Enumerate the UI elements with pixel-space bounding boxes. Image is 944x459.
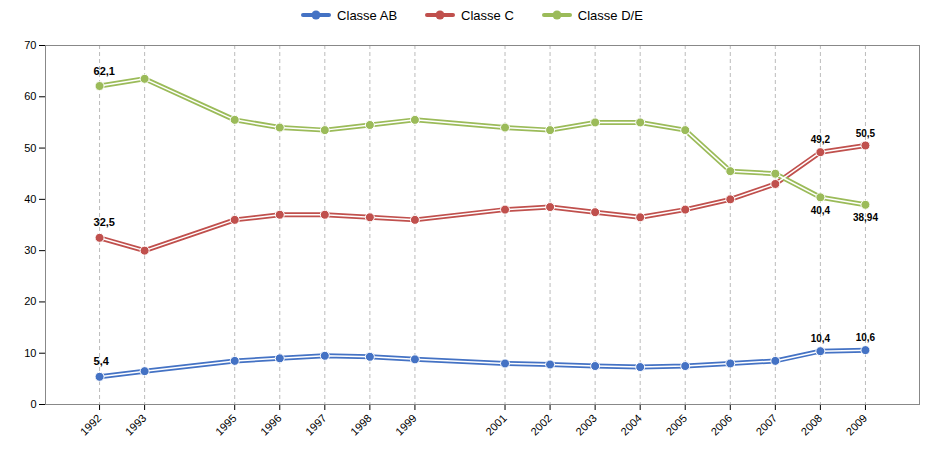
html-text:Classe AB: Classe AB: [337, 7, 398, 23]
svg-text:2006: 2006: [708, 412, 734, 438]
svg-text:62,1: 62,1: [94, 65, 115, 77]
svg-text:2009: 2009: [844, 412, 870, 438]
html-text:Classe C: Classe C: [461, 7, 514, 23]
svg-text:1997: 1997: [303, 412, 329, 438]
svg-text:2004: 2004: [618, 412, 644, 438]
svg-text:2008: 2008: [798, 412, 824, 438]
html-text:Classe D/E: Classe D/E: [577, 7, 643, 23]
svg-text:5,4: 5,4: [94, 355, 110, 367]
svg-text:40,4: 40,4: [811, 205, 831, 216]
svg-text:10,6: 10,6: [856, 332, 876, 343]
svg-text:1999: 1999: [393, 412, 419, 438]
svg-text:20: 20: [24, 295, 36, 307]
svg-text:0: 0: [30, 398, 36, 410]
svg-text:2003: 2003: [573, 412, 599, 438]
svg-text:1993: 1993: [123, 412, 149, 438]
svg-text:49,2: 49,2: [811, 134, 831, 145]
svg-text:40: 40: [24, 193, 36, 205]
svg-text:70: 70: [24, 39, 36, 51]
svg-text:2002: 2002: [528, 412, 554, 438]
svg-text:1998: 1998: [348, 412, 374, 438]
svg-text:2005: 2005: [663, 412, 689, 438]
svg-text:2001: 2001: [483, 412, 509, 438]
svg-text:10,4: 10,4: [811, 333, 831, 344]
svg-text:30: 30: [24, 244, 36, 256]
svg-text:60: 60: [24, 90, 36, 102]
svg-text:1996: 1996: [258, 412, 284, 438]
svg-text:10: 10: [24, 347, 36, 359]
svg-text:50: 50: [24, 142, 36, 154]
svg-text:1992: 1992: [78, 412, 104, 438]
svg-text:38,94: 38,94: [853, 212, 878, 223]
svg-text:32,5: 32,5: [94, 216, 115, 228]
svg-text:2007: 2007: [753, 412, 779, 438]
svg-text:50,5: 50,5: [856, 128, 876, 139]
svg-text:1995: 1995: [213, 412, 239, 438]
